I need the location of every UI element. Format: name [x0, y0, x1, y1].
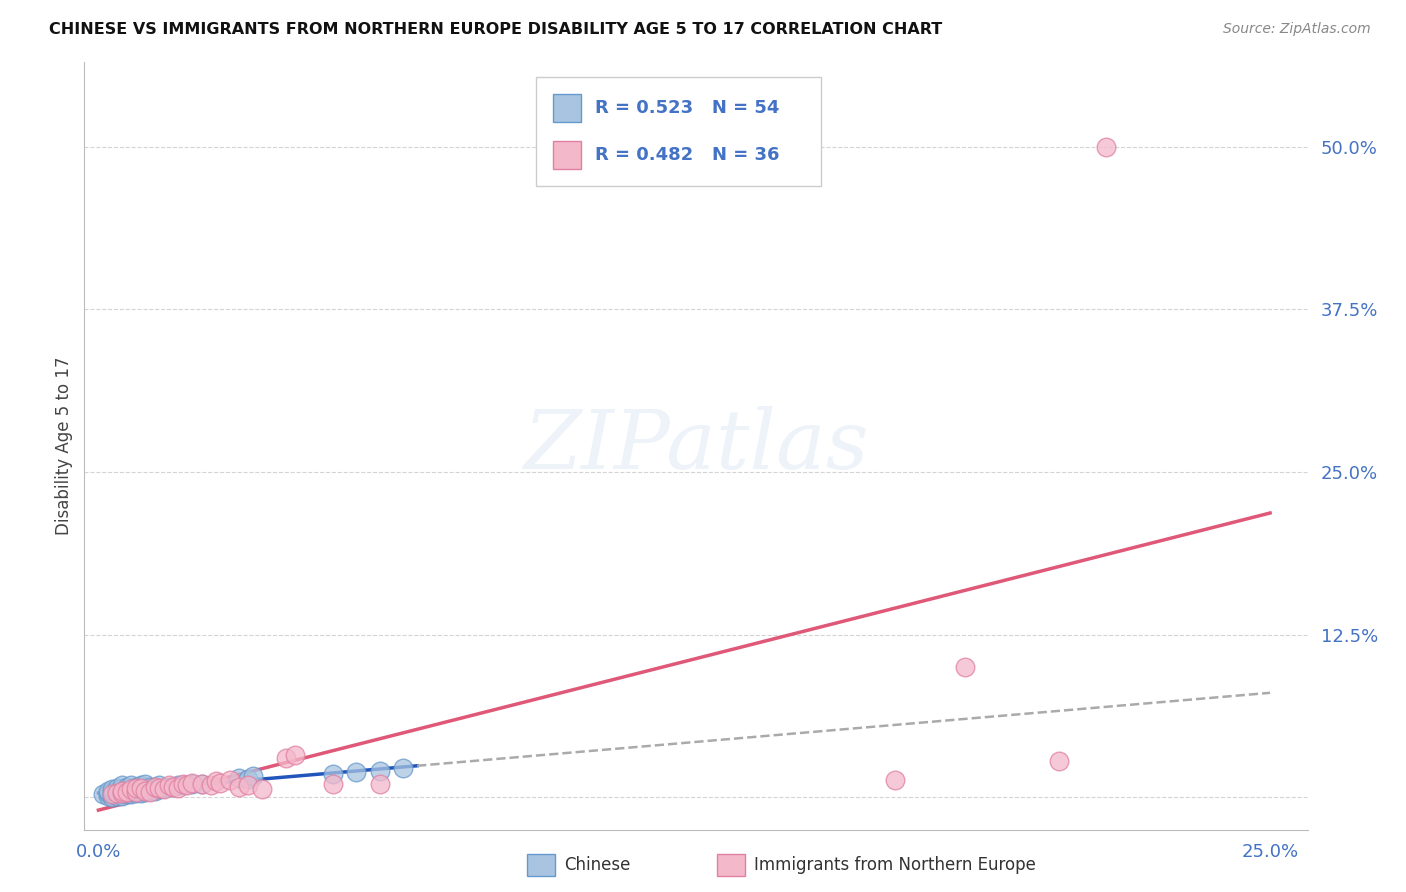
Point — [200, 778, 222, 792]
Point — [252, 782, 274, 797]
Point — [111, 789, 134, 803]
Point — [105, 789, 128, 803]
Point — [176, 778, 198, 792]
Point — [139, 785, 162, 799]
Point — [111, 783, 134, 797]
Point — [1095, 140, 1118, 154]
Point — [167, 780, 190, 795]
Point — [97, 789, 120, 803]
Point — [344, 765, 367, 780]
Point — [167, 778, 190, 792]
Point — [209, 776, 232, 790]
Text: R = 0.523   N = 54: R = 0.523 N = 54 — [595, 99, 779, 117]
Point — [125, 786, 148, 800]
Point — [322, 777, 344, 791]
Point — [153, 782, 176, 797]
Point — [129, 782, 152, 797]
Point — [125, 785, 148, 799]
Point — [125, 780, 148, 794]
Point — [115, 785, 138, 799]
Point — [115, 785, 138, 799]
Point — [120, 785, 142, 799]
Text: Source: ZipAtlas.com: Source: ZipAtlas.com — [1223, 22, 1371, 37]
Point — [134, 780, 156, 795]
Point — [143, 780, 166, 794]
Point — [274, 751, 297, 765]
Point — [105, 783, 128, 797]
Point — [134, 783, 156, 797]
Point — [148, 780, 170, 795]
Point — [238, 778, 260, 792]
Point — [322, 766, 344, 780]
Point — [157, 780, 180, 794]
Point — [228, 771, 250, 785]
Point — [172, 777, 194, 791]
Point — [181, 777, 204, 791]
Text: ZIPatlas: ZIPatlas — [523, 406, 869, 486]
Point — [242, 769, 264, 783]
Point — [392, 761, 415, 775]
Point — [143, 783, 166, 797]
Point — [884, 773, 907, 788]
Point — [162, 780, 184, 794]
Point — [120, 788, 142, 802]
Text: Immigrants from Northern Europe: Immigrants from Northern Europe — [754, 856, 1035, 874]
Point — [125, 780, 148, 795]
Point — [139, 780, 162, 794]
Point — [111, 778, 134, 792]
Point — [111, 780, 134, 795]
Text: R = 0.482   N = 36: R = 0.482 N = 36 — [595, 146, 779, 164]
Text: CHINESE VS IMMIGRANTS FROM NORTHERN EUROPE DISABILITY AGE 5 TO 17 CORRELATION CH: CHINESE VS IMMIGRANTS FROM NORTHERN EURO… — [49, 22, 942, 37]
Point — [1047, 754, 1070, 768]
Point — [172, 778, 194, 792]
Point — [181, 776, 204, 790]
Y-axis label: Disability Age 5 to 17: Disability Age 5 to 17 — [55, 357, 73, 535]
Point — [129, 778, 152, 792]
Point — [101, 785, 124, 799]
Point — [111, 786, 134, 800]
Point — [111, 783, 134, 797]
Point — [120, 782, 142, 797]
Point — [91, 788, 114, 802]
Point — [101, 782, 124, 797]
Point — [115, 788, 138, 802]
Point — [143, 780, 166, 794]
Point — [101, 788, 124, 802]
Point — [120, 782, 142, 797]
Point — [101, 790, 124, 805]
Point — [228, 780, 250, 794]
Point — [368, 777, 391, 791]
Point — [97, 786, 120, 800]
Point — [105, 786, 128, 800]
Point — [97, 783, 120, 797]
Point — [218, 773, 240, 788]
Point — [125, 782, 148, 797]
Point — [139, 783, 162, 797]
Point — [129, 780, 152, 795]
Point — [153, 780, 176, 795]
Point — [190, 777, 212, 791]
Point — [134, 777, 156, 791]
Point — [105, 786, 128, 800]
Point — [204, 774, 226, 789]
Point — [134, 785, 156, 799]
Point — [105, 780, 128, 795]
Point — [238, 772, 260, 786]
Text: Chinese: Chinese — [564, 856, 630, 874]
Point — [368, 764, 391, 778]
Point — [148, 782, 170, 797]
Point — [157, 778, 180, 792]
Point — [115, 780, 138, 794]
Point — [120, 778, 142, 792]
Point — [955, 660, 977, 674]
Point — [148, 778, 170, 792]
Point — [162, 780, 184, 794]
Point — [284, 748, 307, 763]
Point — [101, 788, 124, 802]
Point — [115, 782, 138, 797]
Point — [129, 786, 152, 800]
Point — [111, 786, 134, 800]
Point — [190, 777, 212, 791]
